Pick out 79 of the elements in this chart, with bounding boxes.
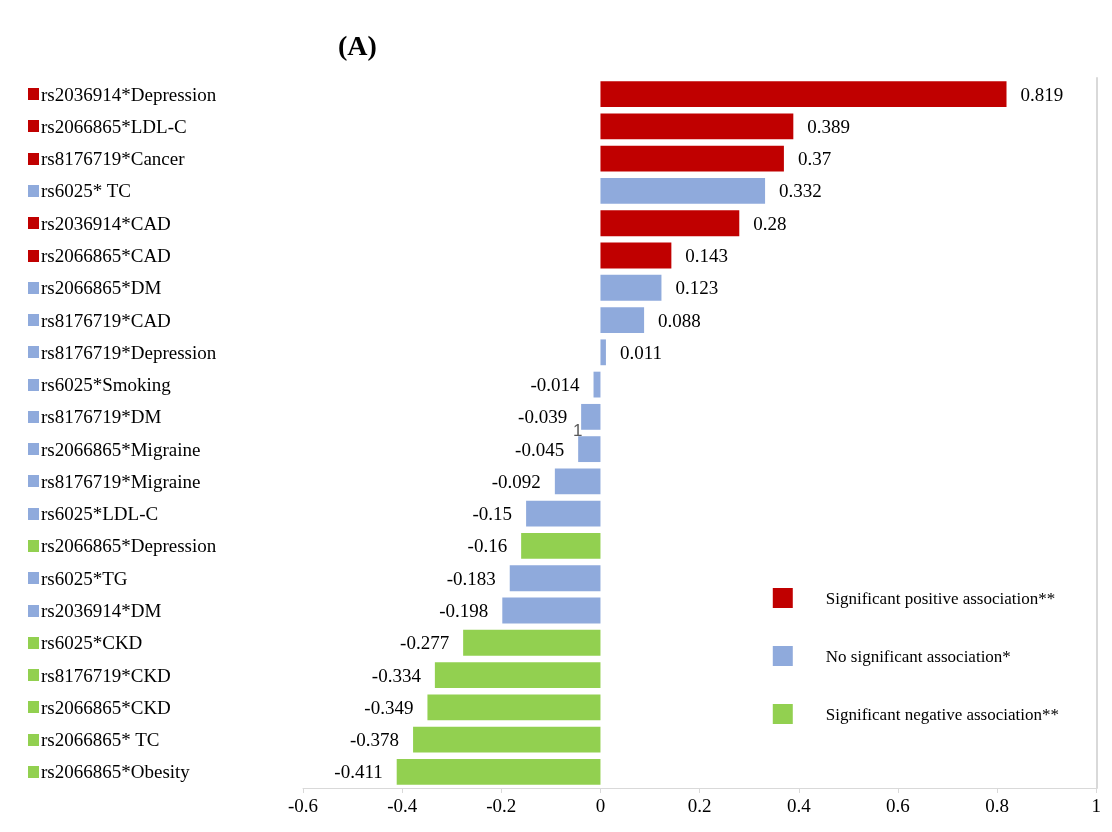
y-tick-label: rs8176719*Migraine bbox=[41, 470, 201, 492]
data-label: -0.039 bbox=[518, 406, 568, 428]
bar bbox=[463, 629, 601, 656]
bar bbox=[600, 178, 766, 204]
y-tick-label: rs8176719*DM bbox=[41, 406, 162, 428]
data-label: 0.37 bbox=[797, 148, 832, 170]
y-tick-label: rs2066865*LDL-C bbox=[41, 115, 187, 137]
x-tick-label: 0.2 bbox=[687, 795, 712, 816]
bar bbox=[509, 565, 601, 592]
data-label: -0.045 bbox=[515, 438, 565, 460]
data-label: 0.011 bbox=[619, 341, 662, 363]
y-tick-label: rs8176719*CKD bbox=[41, 664, 171, 686]
legend-label: Significant negative association** bbox=[825, 704, 1059, 724]
x-tick-label: 0.8 bbox=[985, 795, 1009, 816]
bar bbox=[600, 113, 794, 140]
bar bbox=[600, 339, 606, 366]
x-tick-label: 0 bbox=[595, 795, 606, 816]
bar bbox=[600, 307, 645, 333]
y-tick-label: rs2036914*CAD bbox=[41, 212, 171, 234]
x-tick-label: -0.2 bbox=[486, 795, 517, 816]
y-tick-label: rs2036914*Depression bbox=[41, 83, 217, 105]
bar bbox=[578, 436, 601, 463]
data-label: -0.334 bbox=[371, 664, 422, 686]
bar bbox=[581, 403, 601, 430]
y-tick-label: rs6025*TG bbox=[41, 567, 128, 589]
y-tick-label: rs8176719*Cancer bbox=[41, 148, 186, 170]
y-tick-label: rs2036914*DM bbox=[41, 600, 162, 621]
annotation: 1 bbox=[573, 421, 583, 440]
y-tick-label: rs2066865* TC bbox=[41, 729, 160, 751]
y-tick-label: rs8176719*CAD bbox=[41, 309, 171, 331]
data-label: 0.088 bbox=[658, 309, 701, 331]
y-tick-label: rs2066865*Obesity bbox=[41, 761, 191, 783]
y-tick-label: rs2066865*Depression bbox=[41, 535, 217, 557]
data-label: -0.16 bbox=[467, 535, 508, 557]
data-label: -0.277 bbox=[400, 632, 450, 654]
x-tick-label: 0.4 bbox=[786, 795, 812, 816]
legend-label: No significant association* bbox=[825, 646, 1011, 666]
bar bbox=[526, 500, 601, 527]
y-tick-label: rs2066865*CAD bbox=[41, 245, 171, 266]
data-label: 0.332 bbox=[779, 180, 822, 202]
x-tick-label: 1 bbox=[1091, 795, 1101, 816]
bar bbox=[600, 274, 662, 301]
y-tick-label: rs2066865*DM bbox=[41, 277, 162, 299]
data-label: 0.389 bbox=[807, 115, 851, 137]
data-label: -0.092 bbox=[491, 470, 541, 492]
data-label: -0.198 bbox=[439, 600, 489, 621]
legend-label: Significant positive association** bbox=[825, 588, 1056, 608]
bar bbox=[521, 533, 601, 559]
y-tick-label: rs2066865*CKD bbox=[41, 696, 171, 718]
bar bbox=[600, 210, 740, 237]
y-tick-label: rs6025* TC bbox=[41, 180, 131, 202]
y-tick-label: rs6025*Smoking bbox=[41, 374, 172, 396]
y-tick-label: rs6025*CKD bbox=[41, 632, 143, 654]
chart-title: (A) bbox=[338, 29, 377, 61]
x-tick-label: -0.6 bbox=[287, 795, 319, 816]
bar bbox=[600, 145, 784, 172]
bar bbox=[600, 81, 1007, 108]
x-tick-label: 0.6 bbox=[886, 795, 910, 816]
y-tick-label: rs8176719*Depression bbox=[41, 341, 217, 363]
bar bbox=[427, 694, 601, 721]
x-tick-label: -0.4 bbox=[387, 795, 418, 816]
bar bbox=[434, 662, 601, 688]
data-label: -0.349 bbox=[364, 696, 414, 718]
bar bbox=[396, 758, 601, 785]
bar bbox=[502, 597, 601, 624]
data-label: -0.411 bbox=[334, 761, 383, 783]
data-label: 0.819 bbox=[1020, 83, 1064, 105]
data-label: -0.014 bbox=[530, 374, 581, 396]
y-tick-label: rs6025*LDL-C bbox=[41, 503, 159, 525]
data-label: -0.15 bbox=[472, 503, 513, 525]
bar bbox=[413, 726, 601, 753]
data-label: 0.143 bbox=[685, 245, 729, 266]
data-label: 0.28 bbox=[753, 212, 787, 234]
bar bbox=[554, 468, 601, 495]
data-label: -0.378 bbox=[349, 729, 400, 751]
data-label: 0.123 bbox=[675, 277, 719, 299]
data-label: -0.183 bbox=[446, 567, 496, 589]
y-tick-label: rs2066865*Migraine bbox=[41, 438, 201, 460]
bar bbox=[600, 242, 672, 269]
